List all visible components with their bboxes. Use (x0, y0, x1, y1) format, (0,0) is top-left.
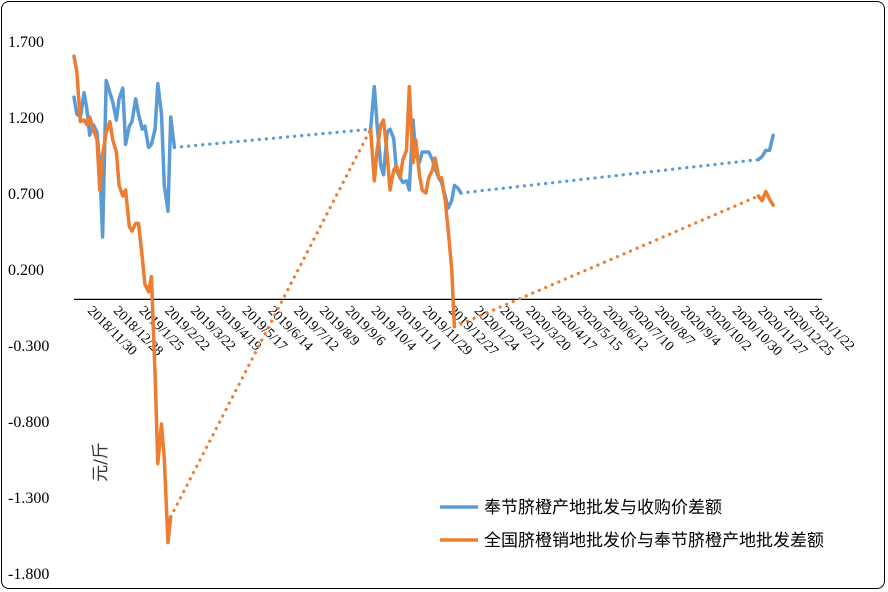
series-2-dotted-segment (452, 194, 761, 329)
y-tick-label: -0.300 (8, 338, 49, 355)
legend: 奉节脐橙产地批发与收购价差额 全国脐橙销地批发价与奉节脐橙产地批发差额 (440, 498, 824, 551)
legend-label-series-1: 奉节脐橙产地批发与收购价差额 (484, 498, 722, 518)
series-2-dotted-segment (169, 127, 373, 519)
series-2-solid-segment (72, 54, 173, 545)
series-1-dotted-segment (172, 127, 373, 149)
y-tick-label: -1.300 (8, 490, 49, 507)
series-2-solid-segment (368, 84, 457, 329)
y-axis-ticks: 1.700 1.200 0.700 0.200 -0.300 -0.800 -1.300 -1… (8, 34, 49, 583)
series-layer (72, 54, 775, 545)
y-tick-label: 0.700 (8, 186, 44, 203)
series-2-solid-segment (756, 189, 775, 207)
y-tick-label: 1.700 (8, 34, 44, 51)
x-axis-ticks: 2018/11/302018/12/282019/1/252019/2/2220… (84, 304, 857, 360)
y-tick-label: 1.200 (8, 110, 44, 127)
legend-label-series-2: 全国脐橙销地批发价与奉节脐橙产地批发差额 (484, 531, 824, 551)
y-axis-label: 元/斤 (91, 442, 111, 482)
series-1-solid-segment (756, 133, 775, 162)
y-tick-label: -0.800 (8, 414, 49, 431)
y-tick-label: 0.200 (8, 262, 44, 279)
series-1-dotted-segment (459, 158, 761, 195)
y-tick-label: -1.800 (8, 566, 49, 583)
series-1-solid-segment (72, 78, 177, 239)
